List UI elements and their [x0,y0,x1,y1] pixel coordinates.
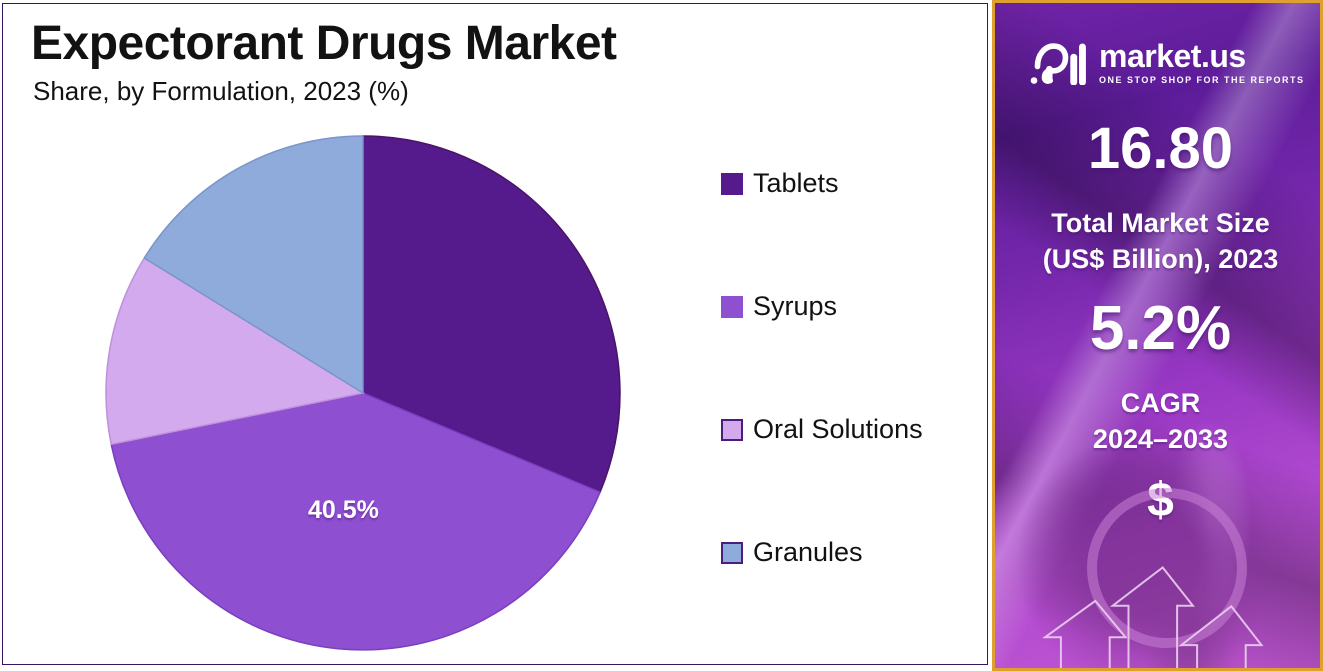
svg-text:40.5%: 40.5% [308,496,379,524]
